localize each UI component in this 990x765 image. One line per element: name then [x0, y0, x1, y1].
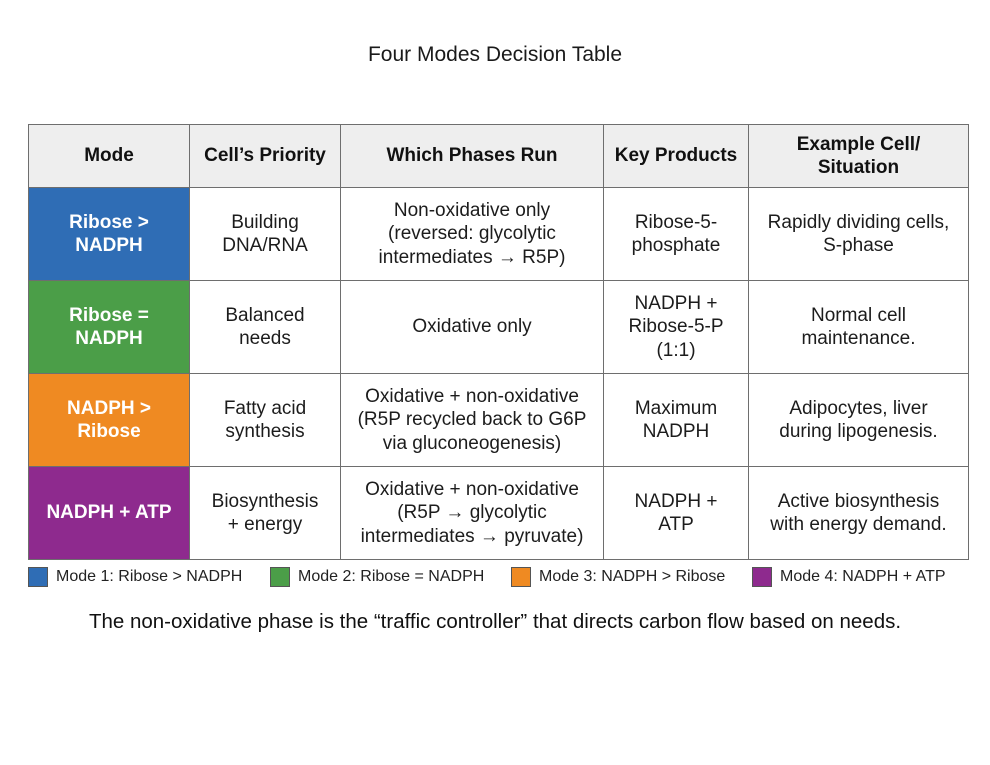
mode-cell: Ribose = NADPH [28, 280, 190, 374]
decision-table: Mode Cell’s Priority Which Phases Run Ke… [28, 124, 969, 560]
table-header-row: Mode Cell’s Priority Which Phases Run Ke… [28, 124, 969, 188]
legend-label: Mode 3: NADPH > Ribose [539, 568, 726, 585]
priority-cell: Fatty acid synthesis [189, 373, 341, 467]
table-row: Ribose = NADPH Balanced needs Oxidative … [28, 280, 969, 374]
example-cell: Active biosynthesis with energy demand. [748, 466, 969, 560]
table-row: NADPH > Ribose Fatty acid synthesis Oxid… [28, 373, 969, 467]
products-cell: NADPH + ATP [603, 466, 749, 560]
priority-cell: Building DNA/RNA [189, 187, 341, 281]
table-row: Ribose > NADPH Building DNA/RNA Non-oxid… [28, 187, 969, 281]
legend-label: Mode 1: Ribose > NADPH [56, 568, 243, 585]
header-priority: Cell’s Priority [189, 124, 341, 188]
legend-label: Mode 2: Ribose = NADPH [298, 568, 485, 585]
mode-cell: NADPH + ATP [28, 466, 190, 560]
priority-cell: Biosynthesis + energy [189, 466, 341, 560]
header-example: Example Cell/ Situation [748, 124, 969, 188]
table-row: NADPH + ATP Biosynthesis + energy Oxidat… [28, 466, 969, 560]
phases-cell: Oxidative + non-oxidative (R5P → glycoly… [340, 466, 604, 560]
legend-swatch [752, 567, 772, 587]
phases-cell: Oxidative only [340, 280, 604, 374]
example-cell: Normal cell maintenance. [748, 280, 969, 374]
header-mode: Mode [28, 124, 190, 188]
priority-cell: Balanced needs [189, 280, 341, 374]
legend-item-mode-2: Mode 2: Ribose = NADPH [270, 566, 484, 588]
legend-label: Mode 4: NADPH + ATP [780, 568, 946, 585]
products-cell: Ribose-5- phosphate [603, 187, 749, 281]
example-cell: Rapidly dividing cells, S-phase [748, 187, 969, 281]
legend-item-mode-3: Mode 3: NADPH > Ribose [511, 566, 725, 588]
example-cell: Adipocytes, liver during lipogenesis. [748, 373, 969, 467]
mode-cell: Ribose > NADPH [28, 187, 190, 281]
legend: Mode 1: Ribose > NADPH Mode 2: Ribose = … [28, 566, 968, 588]
legend-swatch [511, 567, 531, 587]
legend-item-mode-1: Mode 1: Ribose > NADPH [28, 566, 242, 588]
legend-swatch [270, 567, 290, 587]
phases-cell: Non-oxidative only (reversed: glycolytic… [340, 187, 604, 281]
page-title: Four Modes Decision Table [367, 43, 623, 66]
products-cell: NADPH + Ribose-5-P (1:1) [603, 280, 749, 374]
legend-swatch [28, 567, 48, 587]
products-cell: Maximum NADPH [603, 373, 749, 467]
header-phases: Which Phases Run [340, 124, 604, 188]
phases-cell: Oxidative + non-oxidative (R5P recycled … [340, 373, 604, 467]
footer-caption: The non-oxidative phase is the “traffic … [88, 610, 902, 633]
mode-cell: NADPH > Ribose [28, 373, 190, 467]
header-products: Key Products [603, 124, 749, 188]
legend-item-mode-4: Mode 4: NADPH + ATP [752, 566, 946, 588]
